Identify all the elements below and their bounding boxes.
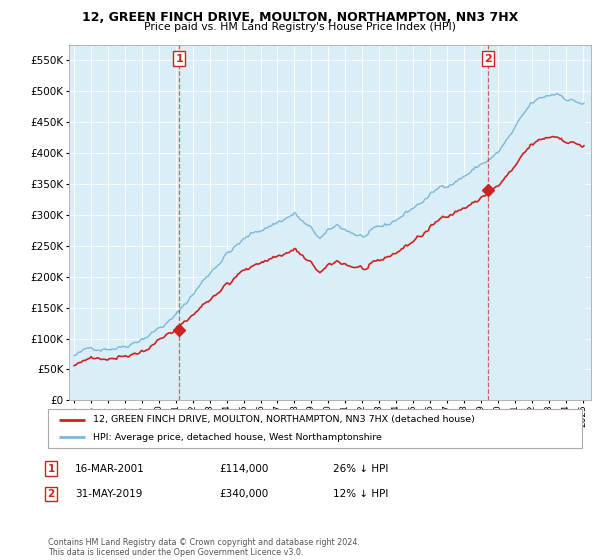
Text: 1: 1: [47, 464, 55, 474]
Text: HPI: Average price, detached house, West Northamptonshire: HPI: Average price, detached house, West…: [94, 432, 382, 441]
Text: Price paid vs. HM Land Registry's House Price Index (HPI): Price paid vs. HM Land Registry's House …: [144, 22, 456, 32]
Text: £114,000: £114,000: [219, 464, 268, 474]
Text: 2: 2: [484, 54, 491, 64]
FancyBboxPatch shape: [48, 409, 582, 448]
Text: £340,000: £340,000: [219, 489, 268, 499]
Text: 2: 2: [47, 489, 55, 499]
Text: 16-MAR-2001: 16-MAR-2001: [75, 464, 145, 474]
Text: 12, GREEN FINCH DRIVE, MOULTON, NORTHAMPTON, NN3 7HX (detached house): 12, GREEN FINCH DRIVE, MOULTON, NORTHAMP…: [94, 416, 475, 424]
Text: 12, GREEN FINCH DRIVE, MOULTON, NORTHAMPTON, NN3 7HX: 12, GREEN FINCH DRIVE, MOULTON, NORTHAMP…: [82, 11, 518, 24]
Text: 1: 1: [175, 54, 183, 64]
Text: 31-MAY-2019: 31-MAY-2019: [75, 489, 142, 499]
Text: 12% ↓ HPI: 12% ↓ HPI: [333, 489, 388, 499]
Text: 26% ↓ HPI: 26% ↓ HPI: [333, 464, 388, 474]
Text: Contains HM Land Registry data © Crown copyright and database right 2024.
This d: Contains HM Land Registry data © Crown c…: [48, 538, 360, 557]
